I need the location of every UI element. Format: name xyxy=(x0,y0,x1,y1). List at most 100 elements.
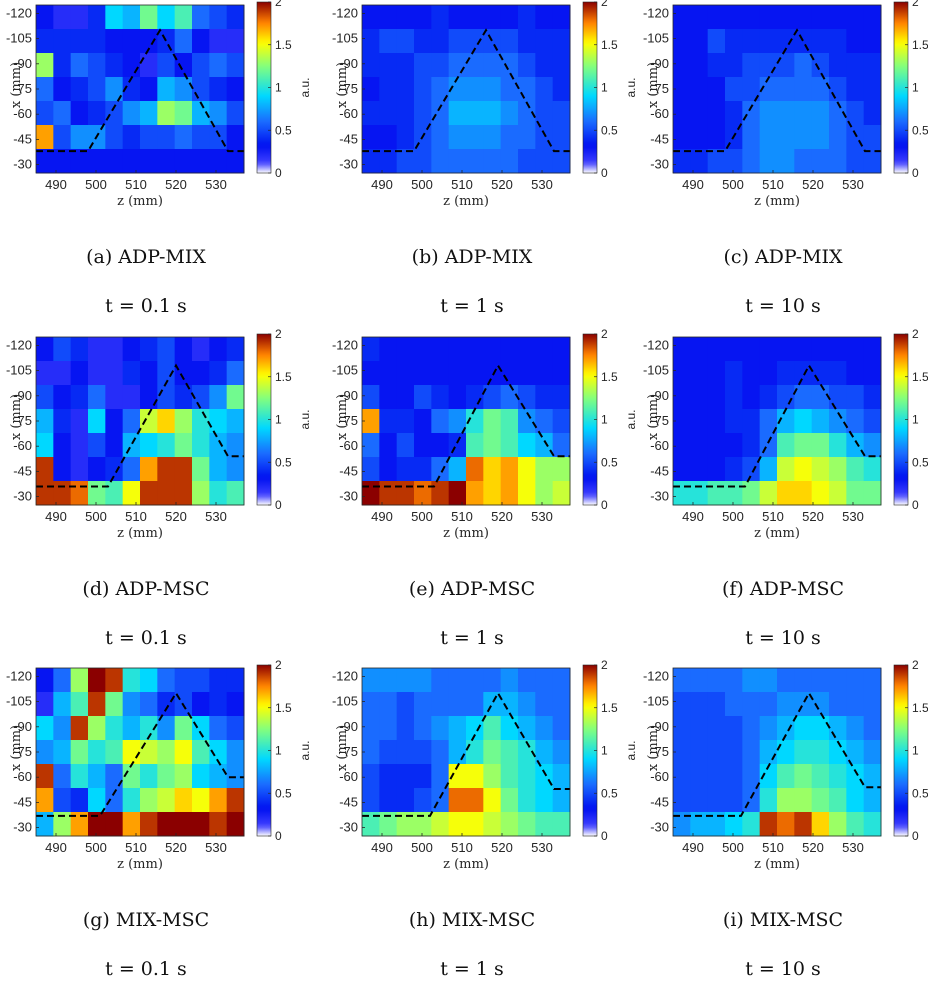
heatmap-cell xyxy=(192,764,210,789)
heatmap-cell xyxy=(36,409,54,434)
heatmap-cell xyxy=(105,716,124,741)
x-tick-label: 510 xyxy=(125,177,147,192)
heatmap-cell xyxy=(396,812,415,837)
heatmap-cell xyxy=(500,740,519,765)
heatmap-cell xyxy=(518,457,536,482)
heatmap-cell xyxy=(500,764,519,789)
heatmap-cell xyxy=(829,433,847,458)
heatmap-cell xyxy=(431,149,450,174)
heatmap-cell xyxy=(552,692,571,717)
heatmap-cell xyxy=(53,385,72,410)
colorbar-tick-label: 2 xyxy=(912,327,919,341)
panel-caption: (c) ADP-MIX xyxy=(723,246,843,268)
heatmap-cell xyxy=(36,716,54,741)
heatmap-cell xyxy=(209,29,228,54)
heatmap-cell xyxy=(811,740,830,765)
heatmap-cell xyxy=(518,764,536,789)
panel-caption: (i) MIX-MSC xyxy=(723,909,843,931)
heatmap-cell xyxy=(414,77,432,102)
heatmap-cell xyxy=(707,433,726,458)
heatmap-cell xyxy=(174,125,193,150)
heatmap-cell xyxy=(36,77,54,102)
heatmap-cell xyxy=(707,668,726,693)
heatmap-cell xyxy=(483,149,502,174)
heatmap-cell xyxy=(379,716,398,741)
heatmap-cell xyxy=(157,812,176,837)
heatmap-cell xyxy=(690,77,709,102)
heatmap-cell xyxy=(742,692,761,717)
heatmap-cell xyxy=(552,457,571,482)
heatmap-cell xyxy=(483,433,502,458)
heatmap-cell xyxy=(829,740,847,765)
heatmap-cell xyxy=(174,149,193,174)
x-tick-label: 510 xyxy=(125,509,147,524)
colorbar-tick-label: 1 xyxy=(275,413,282,427)
heatmap-cell xyxy=(226,812,245,837)
heatmap-cell xyxy=(483,5,502,30)
heatmap-cell xyxy=(122,53,141,78)
y-tick-label: -60 xyxy=(13,106,32,121)
heatmap-cell xyxy=(140,29,158,54)
heatmap-cell xyxy=(209,337,228,362)
heatmap-cell xyxy=(448,812,467,837)
heatmap-cell xyxy=(396,740,415,765)
heatmap-cell xyxy=(88,716,106,741)
heatmap-cell xyxy=(673,385,691,410)
heatmap-cell xyxy=(794,77,813,102)
heatmap-cell xyxy=(192,385,210,410)
colorbar-tick-label: 0 xyxy=(912,166,919,180)
heatmap-cell xyxy=(192,5,210,30)
heatmap-cell xyxy=(192,409,210,434)
y-tick-label: -120 xyxy=(6,668,32,683)
heatmap-cell xyxy=(226,53,245,78)
heatmap-cell xyxy=(552,361,571,386)
heatmap-cell xyxy=(362,409,380,434)
heatmap-cell xyxy=(500,481,519,506)
heatmap-cell xyxy=(707,716,726,741)
heatmap-cell xyxy=(518,692,536,717)
heatmap-cell xyxy=(535,385,554,410)
heatmap-cell xyxy=(777,409,795,434)
heatmap-cell xyxy=(36,812,54,837)
y-axis-label: x (mm) xyxy=(646,62,661,108)
y-tick-label: -105 xyxy=(6,363,32,378)
heatmap-cell xyxy=(707,361,726,386)
heatmap-cell xyxy=(53,457,72,482)
heatmap-cell xyxy=(500,361,519,386)
heatmap-cell xyxy=(690,668,709,693)
heatmap-cell xyxy=(535,361,554,386)
heatmap-cell xyxy=(414,5,432,30)
y-tick-label: -60 xyxy=(339,106,358,121)
heatmap-cell xyxy=(448,385,467,410)
heatmap-cell xyxy=(673,716,691,741)
heatmap-cell xyxy=(379,481,398,506)
heatmap-cell xyxy=(777,788,795,813)
y-axis-label: x (mm) xyxy=(9,725,24,771)
heatmap-cell xyxy=(105,385,124,410)
y-axis-label: x (mm) xyxy=(335,725,350,771)
y-tick-label: -75 xyxy=(13,81,32,96)
x-tick-label: 510 xyxy=(762,840,784,855)
x-tick-label: 490 xyxy=(45,840,67,855)
y-tick-label: -30 xyxy=(650,489,669,504)
heatmap-cell xyxy=(53,5,72,30)
x-tick-label: 500 xyxy=(85,840,107,855)
heatmap-cell xyxy=(777,337,795,362)
heatmap-cell xyxy=(466,337,484,362)
heatmap-cell xyxy=(742,5,761,30)
heatmap-cell xyxy=(140,337,158,362)
y-tick-label: -105 xyxy=(643,31,669,46)
heatmap-cell xyxy=(174,5,193,30)
heatmap-cell xyxy=(192,361,210,386)
heatmap-cell xyxy=(707,481,726,506)
y-tick-label: -120 xyxy=(6,337,32,352)
y-tick-label: -120 xyxy=(332,5,358,20)
heatmap-cell xyxy=(192,53,210,78)
heatmap-cell xyxy=(690,337,709,362)
heatmap-cell xyxy=(518,77,536,102)
heatmap-cell xyxy=(226,716,245,741)
heatmap-cell xyxy=(140,692,158,717)
heatmap-cell xyxy=(690,5,709,30)
heatmap-cell xyxy=(414,149,432,174)
heatmap-cell xyxy=(174,481,193,506)
